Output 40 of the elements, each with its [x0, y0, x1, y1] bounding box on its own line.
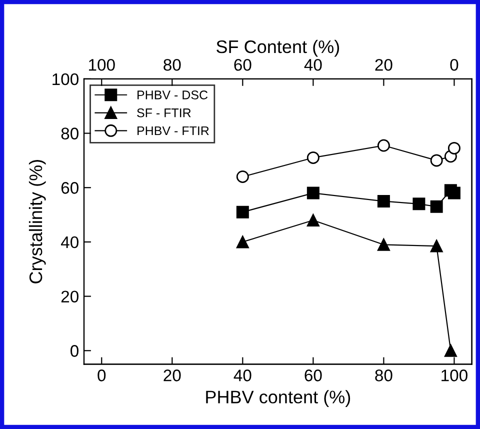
- point: [377, 194, 390, 208]
- y-tick-label: 100: [52, 73, 78, 86]
- point: [444, 344, 457, 357]
- x-tick-label: 80: [375, 370, 392, 382]
- y-axis-title: Crystallinity (%): [28, 160, 46, 284]
- x-tick-label: 40: [234, 370, 252, 382]
- point: [377, 238, 390, 251]
- x2-tick-label: 80: [164, 58, 181, 71]
- point: [448, 186, 460, 200]
- x-tick-label: 20: [164, 370, 181, 382]
- legend-label: PHBV - FTIR: [138, 126, 209, 136]
- x2-tick-label: 20: [375, 58, 392, 71]
- x2-tick-label: 60: [234, 58, 252, 71]
- point: [430, 154, 443, 167]
- point: [430, 200, 443, 213]
- x2-tick-label: 100: [89, 58, 115, 71]
- point: [306, 151, 320, 164]
- y-tick-label: 20: [61, 290, 78, 302]
- x2-tick-label: 40: [304, 58, 322, 71]
- x2-tick-label: 0: [450, 58, 458, 71]
- y-tick-label: 0: [70, 345, 78, 357]
- point: [236, 236, 249, 248]
- x-axis-title: PHBV content (%): [206, 390, 350, 407]
- legend-label: SF - FTIR: [137, 108, 191, 118]
- point: [377, 139, 390, 152]
- x-tick-label: 100: [442, 370, 468, 382]
- point: [236, 170, 249, 183]
- x-tick-label: 60: [304, 370, 322, 382]
- point: [306, 186, 320, 200]
- x-tick-label: 0: [98, 370, 106, 382]
- legend-label: PHBV - DSC: [138, 90, 208, 100]
- point: [236, 206, 249, 218]
- y-tick-label: 60: [61, 182, 78, 194]
- point: [412, 198, 426, 210]
- point: [430, 240, 443, 252]
- x2-axis-title: SF Content (%): [216, 40, 340, 57]
- y-tick-label: 40: [60, 236, 78, 248]
- point: [448, 142, 460, 154]
- point: [306, 214, 320, 226]
- y-tick-label: 80: [61, 128, 78, 140]
